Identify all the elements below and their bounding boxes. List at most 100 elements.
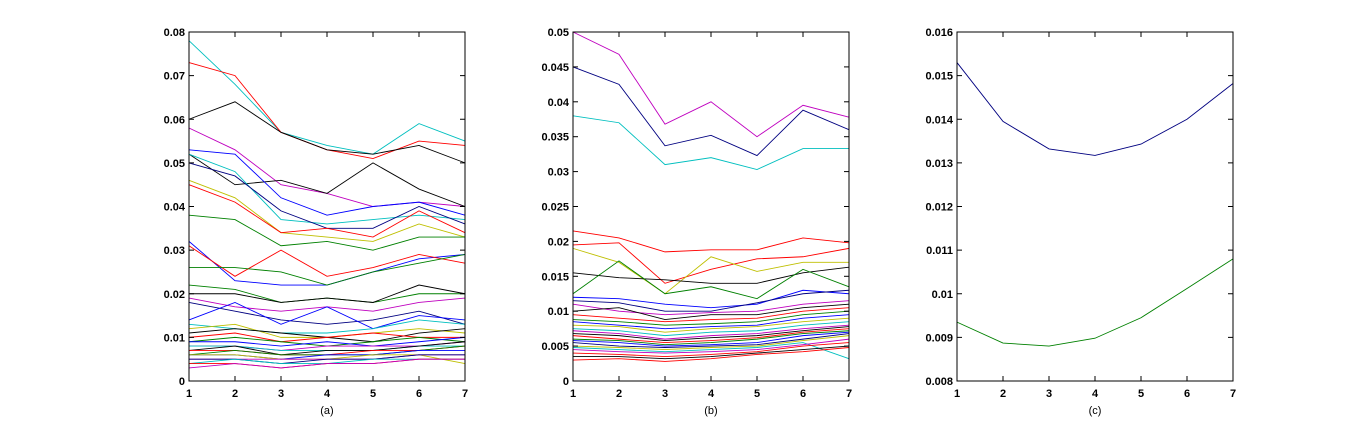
x-tick-label: 3 (662, 388, 668, 400)
series-line-20 (572, 328, 850, 344)
series-line-17 (572, 321, 850, 337)
x-axis-label: (a) (320, 405, 333, 417)
series-line-29 (572, 347, 850, 362)
series-line-13 (572, 307, 850, 323)
tick-layer: 1 2 3 4 5 6 7 0.008 0.009 0.01 0.011 0.012 0.013 0.01… (925, 27, 1236, 400)
series-line-7 (572, 266, 850, 284)
chart-panel-b: 1 2 3 4 5 6 7 0 0.005 0.01 0.015 0.02 0.025 0.03 0.035… (541, 27, 852, 417)
series-line-7 (188, 153, 466, 225)
series-line-9 (188, 179, 466, 242)
y-tick-label: 0.01 (932, 289, 953, 301)
series-line-4 (572, 230, 850, 253)
x-tick-label: 7 (1230, 388, 1236, 400)
x-axis-label: (c) (1089, 405, 1102, 417)
x-tick-label: 6 (800, 388, 806, 400)
series-line-13 (188, 245, 466, 277)
series-line-11 (188, 214, 465, 251)
y-tick-label: 0.05 (548, 27, 569, 39)
series-line-16 (572, 317, 850, 333)
y-tick-label: 0.005 (541, 341, 569, 353)
series-line-25 (572, 342, 850, 360)
series-line-12 (572, 303, 850, 321)
series-line-14 (189, 254, 466, 286)
series-layer (188, 40, 466, 369)
y-tick-label: 0.07 (164, 71, 185, 83)
series-line-14 (572, 310, 850, 326)
series-line-28 (188, 341, 466, 356)
series-line-5 (572, 242, 850, 284)
series-line-18 (188, 302, 466, 325)
x-tick-label: 7 (846, 388, 852, 400)
series-line-2 (188, 62, 466, 159)
y-tick-label: 0.04 (164, 202, 186, 214)
y-tick-label: 0 (179, 376, 185, 388)
y-tick-label: 0.008 (925, 376, 953, 388)
tick-layer: 1 2 3 4 5 6 7 0 0.01 0.02 0.03 0.04 0.05 0.06 0.07 0.08 (164, 27, 468, 400)
y-tick-label: 0.03 (164, 245, 185, 257)
series-line-23 (572, 333, 850, 348)
y-tick-label: 0.012 (925, 202, 953, 214)
series-line-6 (188, 149, 466, 216)
series-line-26 (572, 338, 850, 354)
series-line-2 (572, 66, 850, 157)
x-tick-label: 6 (1184, 388, 1190, 400)
y-tick-label: 0.08 (164, 27, 185, 39)
y-tick-label: 0.04 (548, 97, 570, 109)
series-line-6 (572, 247, 849, 295)
series-line-37 (188, 358, 465, 369)
x-tick-label: 2 (1000, 388, 1006, 400)
y-tick-label: 0.045 (541, 62, 569, 74)
tick-layer: 1 2 3 4 5 6 7 0 0.005 0.01 0.015 0.02 0.025 0.03 0.035… (541, 27, 852, 400)
series-line-35 (188, 358, 465, 364)
y-tick-label: 0.01 (164, 332, 185, 344)
series-line-25 (189, 336, 466, 347)
x-tick-label: 2 (616, 388, 622, 400)
y-tick-label: 0.016 (925, 27, 953, 39)
series-layer (956, 62, 1234, 347)
series-line-1 (188, 40, 466, 155)
x-tick-label: 7 (462, 388, 468, 400)
series-line-10 (572, 289, 850, 312)
y-tick-label: 0.035 (541, 132, 569, 144)
y-tick-label: 0.06 (164, 114, 185, 126)
series-line-20 (188, 319, 466, 334)
y-tick-label: 0.013 (925, 158, 953, 170)
series-layer (572, 31, 850, 362)
series-line-16 (189, 284, 466, 303)
series-line-1 (572, 31, 850, 138)
y-tick-label: 0.02 (548, 236, 569, 248)
x-tick-label: 5 (370, 388, 376, 400)
x-tick-label: 4 (1092, 388, 1099, 400)
x-tick-label: 2 (232, 388, 238, 400)
x-tick-label: 1 (954, 388, 960, 400)
y-tick-label: 0.009 (925, 332, 953, 344)
series-line-18 (572, 324, 850, 340)
x-tick-label: 4 (708, 388, 715, 400)
series-line-19 (572, 326, 850, 341)
series-line-28 (573, 345, 850, 360)
y-tick-label: 0.01 (548, 306, 569, 318)
y-tick-label: 0.05 (164, 158, 185, 170)
series-line-10 (188, 184, 466, 238)
series-line-27 (572, 342, 850, 358)
series-line-21 (188, 323, 466, 338)
series-line-2 (956, 258, 1234, 347)
y-tick-label: 0.011 (926, 245, 953, 257)
series-line-22 (188, 328, 466, 343)
series-line-3 (188, 101, 466, 164)
x-tick-label: 5 (754, 388, 760, 400)
x-axis-label: (b) (704, 405, 717, 417)
chart-panel-c: 1 2 3 4 5 6 7 0.008 0.009 0.01 0.011 0.012 0.013 0.01… (925, 27, 1236, 417)
series-line-4 (188, 127, 466, 207)
series-line-12 (188, 241, 466, 286)
x-tick-label: 5 (1138, 388, 1144, 400)
y-tick-label: 0 (563, 376, 569, 388)
y-tick-label: 0.02 (164, 289, 185, 301)
x-tick-label: 1 (570, 388, 576, 400)
series-line-21 (572, 330, 850, 346)
y-tick-label: 0.03 (548, 167, 569, 179)
y-tick-label: 0.025 (541, 202, 569, 214)
x-tick-label: 3 (278, 388, 284, 400)
y-tick-label: 0.015 (541, 271, 569, 283)
